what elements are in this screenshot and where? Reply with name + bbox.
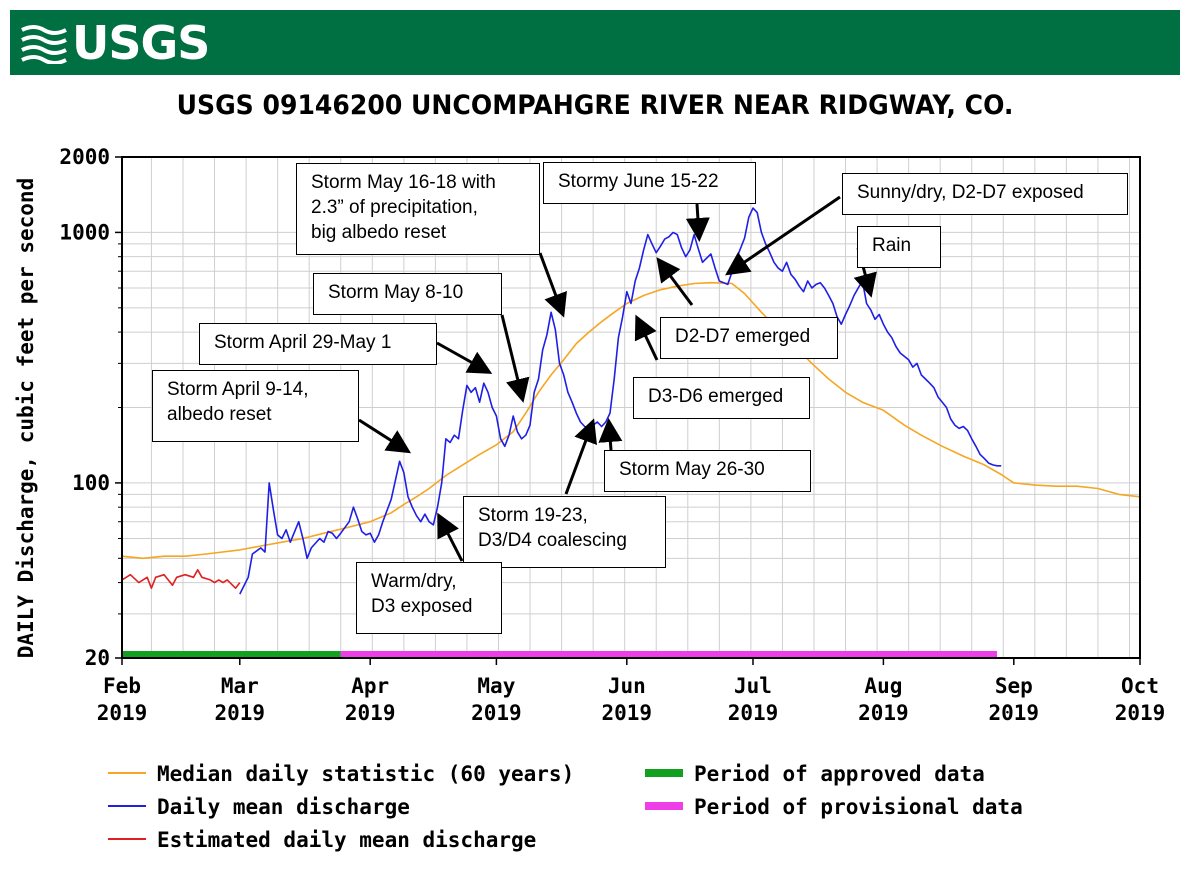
annotation-arrow — [725, 195, 841, 276]
approval-bands — [122, 651, 997, 658]
annotation-box: Warm/dry, D3 exposed — [356, 562, 502, 634]
legend-label: Median daily statistic (60 years) — [157, 762, 574, 786]
annotation-box: Storm May 16-18 with 2.3” of precipitati… — [296, 163, 540, 255]
annotation-arrow — [437, 512, 464, 562]
usgs-logo: USGS — [72, 16, 210, 70]
y-tick-label: 20 — [85, 646, 110, 670]
annotation-arrow — [634, 314, 659, 361]
x-tick-label: Feb — [103, 674, 141, 698]
annotation-box: Storm April 29-May 1 — [199, 323, 437, 365]
annotation-box: Storm 19-23, D3/D4 coalescing — [463, 496, 666, 568]
annotation-box: Sunny/dry, D2-D7 exposed — [842, 173, 1128, 215]
series-line — [121, 281, 1141, 560]
series-line — [121, 569, 241, 589]
approval-band — [340, 651, 997, 658]
usgs-banner: USGS — [10, 10, 1180, 75]
x-tick-label: 2019 — [1115, 701, 1166, 725]
legend: Median daily statistic (60 years) Period … — [108, 762, 1023, 852]
x-tick-label: 2019 — [214, 701, 265, 725]
x-tick-label: 2019 — [345, 701, 396, 725]
x-tick-label: Apr — [351, 674, 389, 698]
legend-swatch — [645, 769, 683, 777]
annotation-arrows — [358, 195, 877, 562]
series-lines — [121, 207, 1141, 595]
chart-title: USGS 09146200 UNCOMPAHGRE RIVER NEAR RID… — [176, 90, 1014, 121]
legend-label: Period of approved data — [694, 762, 985, 786]
x-tick-label: Oct — [1121, 674, 1159, 698]
annotation-arrow — [538, 252, 567, 318]
x-tick-label: Aug — [864, 674, 902, 698]
annotation-box: Storm May 26-30 — [604, 450, 811, 492]
y-axis-label: DAILY Discharge, cubic feet per second — [14, 178, 38, 658]
legend-label: Estimated daily mean discharge — [157, 828, 536, 852]
x-tick-label: 2019 — [97, 701, 148, 725]
y-tick-label: 100 — [72, 471, 110, 495]
legend-label: Daily mean discharge — [157, 795, 410, 819]
annotation-box: Storm May 8-10 — [313, 273, 502, 315]
usgs-wave-logo-icon — [21, 25, 67, 64]
annotation-arrow — [500, 314, 530, 403]
x-tick-label: Jun — [608, 674, 646, 698]
annotation-box: Rain — [857, 226, 941, 268]
annotation-arrow — [685, 203, 710, 242]
annotation-box: Storm April 9-14, albedo reset — [152, 370, 359, 442]
approval-band — [122, 651, 341, 658]
annotation-arrow — [598, 418, 623, 451]
legend-label: Period of provisional data — [694, 795, 1023, 819]
annotation-box: Stormy June 15-22 — [543, 162, 756, 204]
x-tick-label: Jul — [734, 674, 772, 698]
annotation-box: D2-D7 emerged — [660, 317, 838, 359]
x-tick-label: May — [477, 674, 515, 698]
x-tick-label: Sep — [995, 674, 1033, 698]
x-tick-label: 2019 — [602, 701, 653, 725]
x-tick-label: 2019 — [989, 701, 1040, 725]
series-line — [239, 207, 1002, 595]
y-tick-label: 1000 — [59, 220, 110, 244]
annotation-arrow — [358, 418, 412, 454]
legend-swatch — [645, 802, 683, 810]
annotation-arrow — [564, 418, 597, 495]
axis-ticks: Feb 2019 Mar 2019 Apr 2019 May 2019 Jun 2019 Jul 20… — [59, 145, 1165, 725]
y-tick-label: 2000 — [59, 145, 110, 169]
annotation-arrow — [436, 341, 493, 374]
annotation-arrow — [656, 257, 694, 306]
annotation-box: D3-D6 emerged — [633, 377, 810, 419]
x-tick-label: Mar — [221, 674, 259, 698]
x-tick-label: 2019 — [728, 701, 779, 725]
x-tick-label: 2019 — [471, 701, 522, 725]
x-tick-label: 2019 — [858, 701, 909, 725]
